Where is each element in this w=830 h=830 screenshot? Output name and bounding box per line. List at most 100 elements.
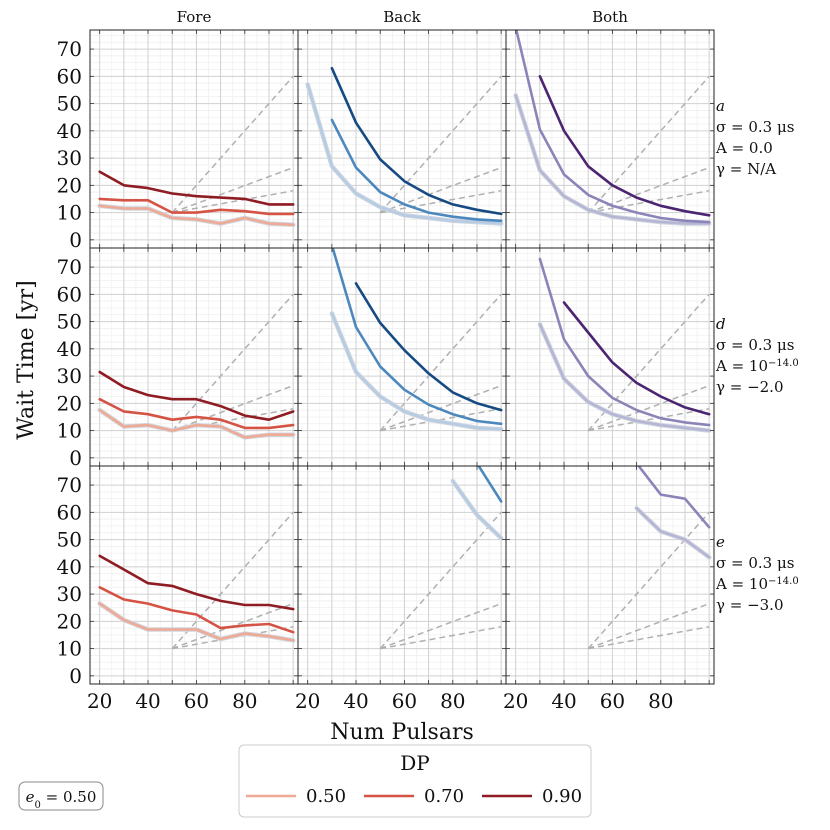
series-line-dp-050 (330, 312, 503, 431)
reference-dashed-line (171, 511, 294, 650)
series-line-dp-070 (637, 466, 711, 529)
series-line-dp-090 (98, 370, 295, 422)
series-line-dp-070 (331, 248, 503, 426)
e0-annotation: e0 = 0.50 (18, 781, 104, 811)
panel-frames (89, 29, 715, 685)
reference-dashed-line (171, 384, 294, 432)
x-tick-label: 20 (503, 689, 528, 713)
x-tick-label: 80 (440, 689, 465, 713)
y-tick-label: 30 (57, 364, 82, 388)
y-tick-labels: 0 10 20 30 40 50 60 70 0 10 20 30 40 50 60 70 0 10 20 30 40 5… (57, 37, 82, 688)
reference-dashed-line (379, 75, 502, 214)
legend-title: DP (400, 751, 430, 775)
series-line-dp-070 (98, 197, 295, 216)
y-tick-label: 30 (57, 582, 82, 606)
y-tick-label: 70 (57, 473, 82, 497)
legend-label: 0.90 (542, 786, 582, 807)
legend-entries: 0.50 0.70 0.90 (246, 786, 582, 807)
y-tick-label: 70 (57, 255, 82, 279)
y-tick-label: 10 (57, 637, 82, 661)
y-tick-label: 40 (57, 337, 82, 361)
legend: DP 0.50 0.70 0.90 (238, 744, 592, 818)
series-line-dp-050 (635, 506, 711, 559)
data-series (97, 30, 712, 643)
series-line-dp-070 (330, 118, 503, 223)
x-tick-label: 60 (184, 689, 209, 713)
series-line-dp-070 (98, 397, 295, 430)
e0-annotation-text: e0 = 0.50 (26, 788, 97, 811)
reference-dashed-line (379, 166, 502, 214)
x-tick-label: 20 (295, 689, 320, 713)
series-line-dp-090 (562, 301, 711, 416)
reference-dashed-line (380, 190, 502, 214)
y-tick-label: 30 (57, 146, 82, 170)
reference-dashed-line (587, 75, 710, 214)
y-tick-label: 40 (57, 555, 82, 579)
legend-label: 0.70 (424, 786, 464, 807)
row-label-letter: d (716, 315, 726, 333)
reference-dashed-line (171, 75, 294, 214)
y-tick-label: 50 (57, 310, 82, 334)
y-tick-label: 60 (57, 500, 82, 524)
reference-dashed-line (587, 293, 710, 432)
series-line-dp-050 (98, 408, 295, 439)
series-line-dp-070 (98, 585, 295, 634)
series-line-dp-090 (354, 282, 503, 412)
y-axis-title: Wait Time [yr] (14, 280, 39, 439)
legend-label: 0.50 (306, 786, 346, 807)
y-tick-label: 50 (57, 92, 82, 116)
x-tick-label: 80 (648, 689, 673, 713)
row-label-line: γ = −3.0 (716, 596, 784, 614)
y-tick-label: 0 (69, 664, 82, 688)
y-tick-label: 20 (57, 609, 82, 633)
x-axis-title: Num Pulsars (330, 720, 474, 745)
row-labels: a σ = 0.3 μs A = 0.0 γ = N/A d σ = 0.3 μs A = … (715, 97, 799, 614)
y-tick-label: 0 (69, 446, 82, 470)
reference-dashed-line (379, 511, 502, 650)
series-line-dp-090 (330, 66, 503, 216)
reference-dashed-line (588, 408, 710, 432)
row-label-letter: e (716, 533, 725, 551)
row-label-line: σ = 0.3 μs (716, 118, 794, 136)
row-label-line: σ = 0.3 μs (716, 554, 794, 572)
y-tick-label: 60 (57, 282, 82, 306)
reference-dashed-line (171, 293, 294, 432)
reference-dashed-line (379, 602, 502, 650)
row-label-line: A = 0.0 (715, 139, 773, 157)
series-line-dp-070 (477, 466, 503, 503)
panel-grid (90, 30, 714, 684)
column-title-back: Back (383, 8, 421, 26)
reference-dashed-line (587, 511, 710, 650)
y-tick-label: 10 (57, 419, 82, 443)
series-line-dp-050 (538, 322, 711, 432)
series-line-dp-070 (515, 30, 711, 224)
series-line-dp-050 (98, 204, 295, 227)
column-titles: Fore Back Both (177, 8, 629, 26)
y-tick-label: 20 (57, 173, 82, 197)
column-title-both: Both (592, 8, 628, 26)
series-line-dp-050 (451, 479, 503, 540)
panel-frame (505, 465, 715, 685)
column-title-fore: Fore (177, 8, 212, 26)
y-tick-label: 70 (57, 37, 82, 61)
x-tick-label: 40 (343, 689, 368, 713)
y-tick-label: 0 (69, 228, 82, 252)
series-line-dp-090 (538, 75, 711, 217)
e0-annotation-box (18, 781, 104, 811)
series-line-dp-070 (538, 257, 711, 427)
x-tick-label: 60 (392, 689, 417, 713)
reference-dashed-line (172, 190, 294, 214)
x-tick-label: 40 (551, 689, 576, 713)
reference-dashed-line (587, 602, 710, 650)
x-tick-label: 40 (135, 689, 160, 713)
series-line-dp-050 (514, 94, 711, 225)
x-tick-label: 60 (600, 689, 625, 713)
row-label-line: A = 10−14.0 (715, 575, 799, 593)
y-tick-label: 40 (57, 119, 82, 143)
x-tick-labels: 20 40 60 80 20 40 60 80 20 40 60 80 (87, 689, 674, 713)
y-tick-label: 10 (57, 201, 82, 225)
y-tick-label: 60 (57, 64, 82, 88)
legend-box (238, 744, 592, 818)
reference-dashed-line (171, 166, 294, 214)
